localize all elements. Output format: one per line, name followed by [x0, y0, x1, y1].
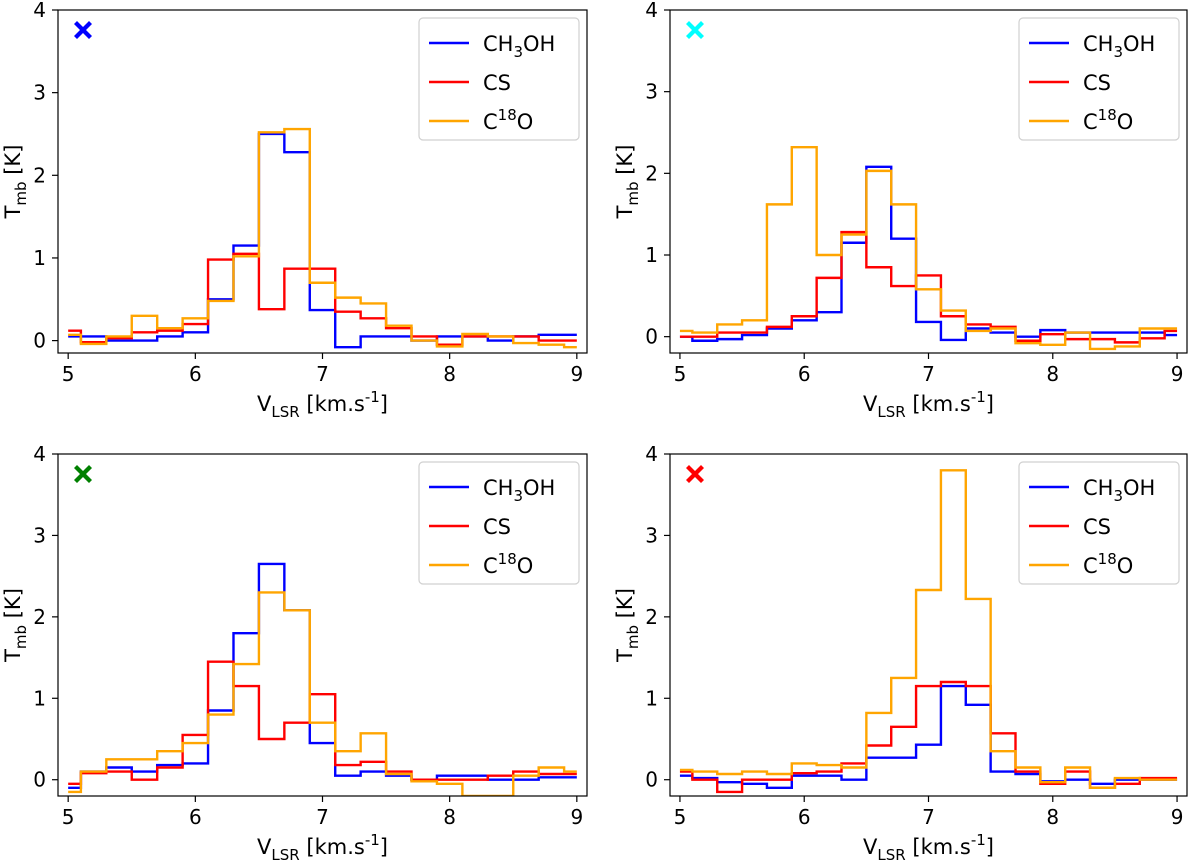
legend-label: CS: [483, 515, 511, 539]
y-tick-label: 4: [645, 0, 658, 22]
series-line-cs: [679, 230, 1178, 344]
y-tick-label: 3: [645, 523, 658, 547]
position-marker-x-icon: [74, 465, 92, 483]
x-axis-label: VLSR [km.s-1]: [863, 831, 994, 864]
x-tick-label: 6: [798, 805, 811, 829]
y-axis-label: Tmb [K]: [1, 145, 30, 220]
series-line-c18o: [679, 469, 1178, 790]
y-tick-label: 4: [645, 442, 658, 466]
y-tick-label: 1: [33, 246, 46, 270]
y-tick-label: 2: [33, 163, 46, 187]
x-tick-label: 5: [62, 362, 75, 386]
y-tick-label: 1: [645, 686, 658, 710]
x-tick-label: 5: [674, 362, 687, 386]
legend-label: CS: [1083, 71, 1111, 95]
legend-box: [1018, 461, 1180, 585]
series-line-cs: [679, 680, 1178, 794]
x-tick-label: 8: [1046, 362, 1059, 386]
x-tick-label: 7: [922, 805, 935, 829]
x-tick-label: 6: [189, 362, 202, 386]
x-tick-label: 5: [674, 805, 687, 829]
x-tick-label: 9: [1171, 805, 1184, 829]
series-line-ch3oh: [679, 684, 1178, 790]
x-tick-label: 8: [443, 362, 456, 386]
y-tick-label: 0: [645, 768, 658, 792]
series-line-c18o: [679, 146, 1178, 351]
series-line-c18o: [68, 127, 577, 349]
legend-box: [418, 17, 580, 141]
legend-label: CS: [1083, 515, 1111, 539]
position-marker-x-icon: [686, 465, 704, 483]
x-axis-label: VLSR [km.s-1]: [863, 388, 994, 421]
y-tick-label: 1: [645, 243, 658, 267]
legend-label: C18O: [1083, 550, 1133, 578]
y-axis-label: Tmb [K]: [613, 588, 642, 663]
y-tick-label: 4: [33, 442, 46, 466]
position-marker-x-icon: [74, 21, 92, 39]
x-tick-label: 7: [316, 362, 329, 386]
x-tick-label: 6: [798, 362, 811, 386]
y-tick-label: 4: [33, 0, 46, 22]
x-tick-label: 7: [316, 805, 329, 829]
x-tick-label: 6: [189, 805, 202, 829]
y-axis-label: Tmb [K]: [1, 588, 30, 663]
y-tick-label: 2: [645, 605, 658, 629]
y-tick-label: 0: [645, 325, 658, 349]
x-axis-label: VLSR [km.s-1]: [257, 831, 388, 864]
panel-2: 5 6 7 8 9 0 1 2 3 4 VLSR [km.s-1] Tmb [K] CH3OHCSC18…: [613, 0, 1188, 421]
y-tick-label: 3: [33, 523, 46, 547]
x-tick-label: 5: [62, 805, 75, 829]
series-line-ch3oh: [68, 132, 577, 349]
x-tick-label: 7: [922, 362, 935, 386]
y-tick-label: 2: [645, 161, 658, 185]
y-axis-label: Tmb [K]: [613, 145, 642, 220]
legend-label: CS: [483, 71, 511, 95]
series-line-cs: [68, 252, 577, 346]
panel-1: 5 6 7 8 9 0 1 2 3 4 VLSR [km.s-1] Tmb [K] CH3OHCSC18…: [1, 0, 588, 421]
series-line-c18o: [68, 591, 577, 796]
y-tick-label: 3: [33, 81, 46, 105]
x-tick-label: 8: [1046, 805, 1059, 829]
series-line-ch3oh: [68, 562, 577, 790]
y-tick-label: 2: [33, 605, 46, 629]
panel-3: 5 6 7 8 9 0 1 2 3 4 VLSR [km.s-1] Tmb [K] CH3OHCSC18…: [1, 442, 588, 864]
legend-box: [418, 461, 580, 585]
y-tick-label: 0: [33, 768, 46, 792]
position-marker-x-icon: [686, 21, 704, 39]
series-line-ch3oh: [679, 165, 1178, 342]
x-tick-label: 9: [1171, 362, 1184, 386]
y-tick-label: 3: [645, 80, 658, 104]
legend-box: [1018, 17, 1180, 141]
x-tick-label: 8: [443, 805, 456, 829]
x-tick-label: 9: [570, 805, 583, 829]
y-tick-label: 0: [33, 329, 46, 353]
x-axis-label: VLSR [km.s-1]: [257, 388, 388, 421]
y-tick-label: 1: [33, 686, 46, 710]
x-tick-label: 9: [570, 362, 583, 386]
